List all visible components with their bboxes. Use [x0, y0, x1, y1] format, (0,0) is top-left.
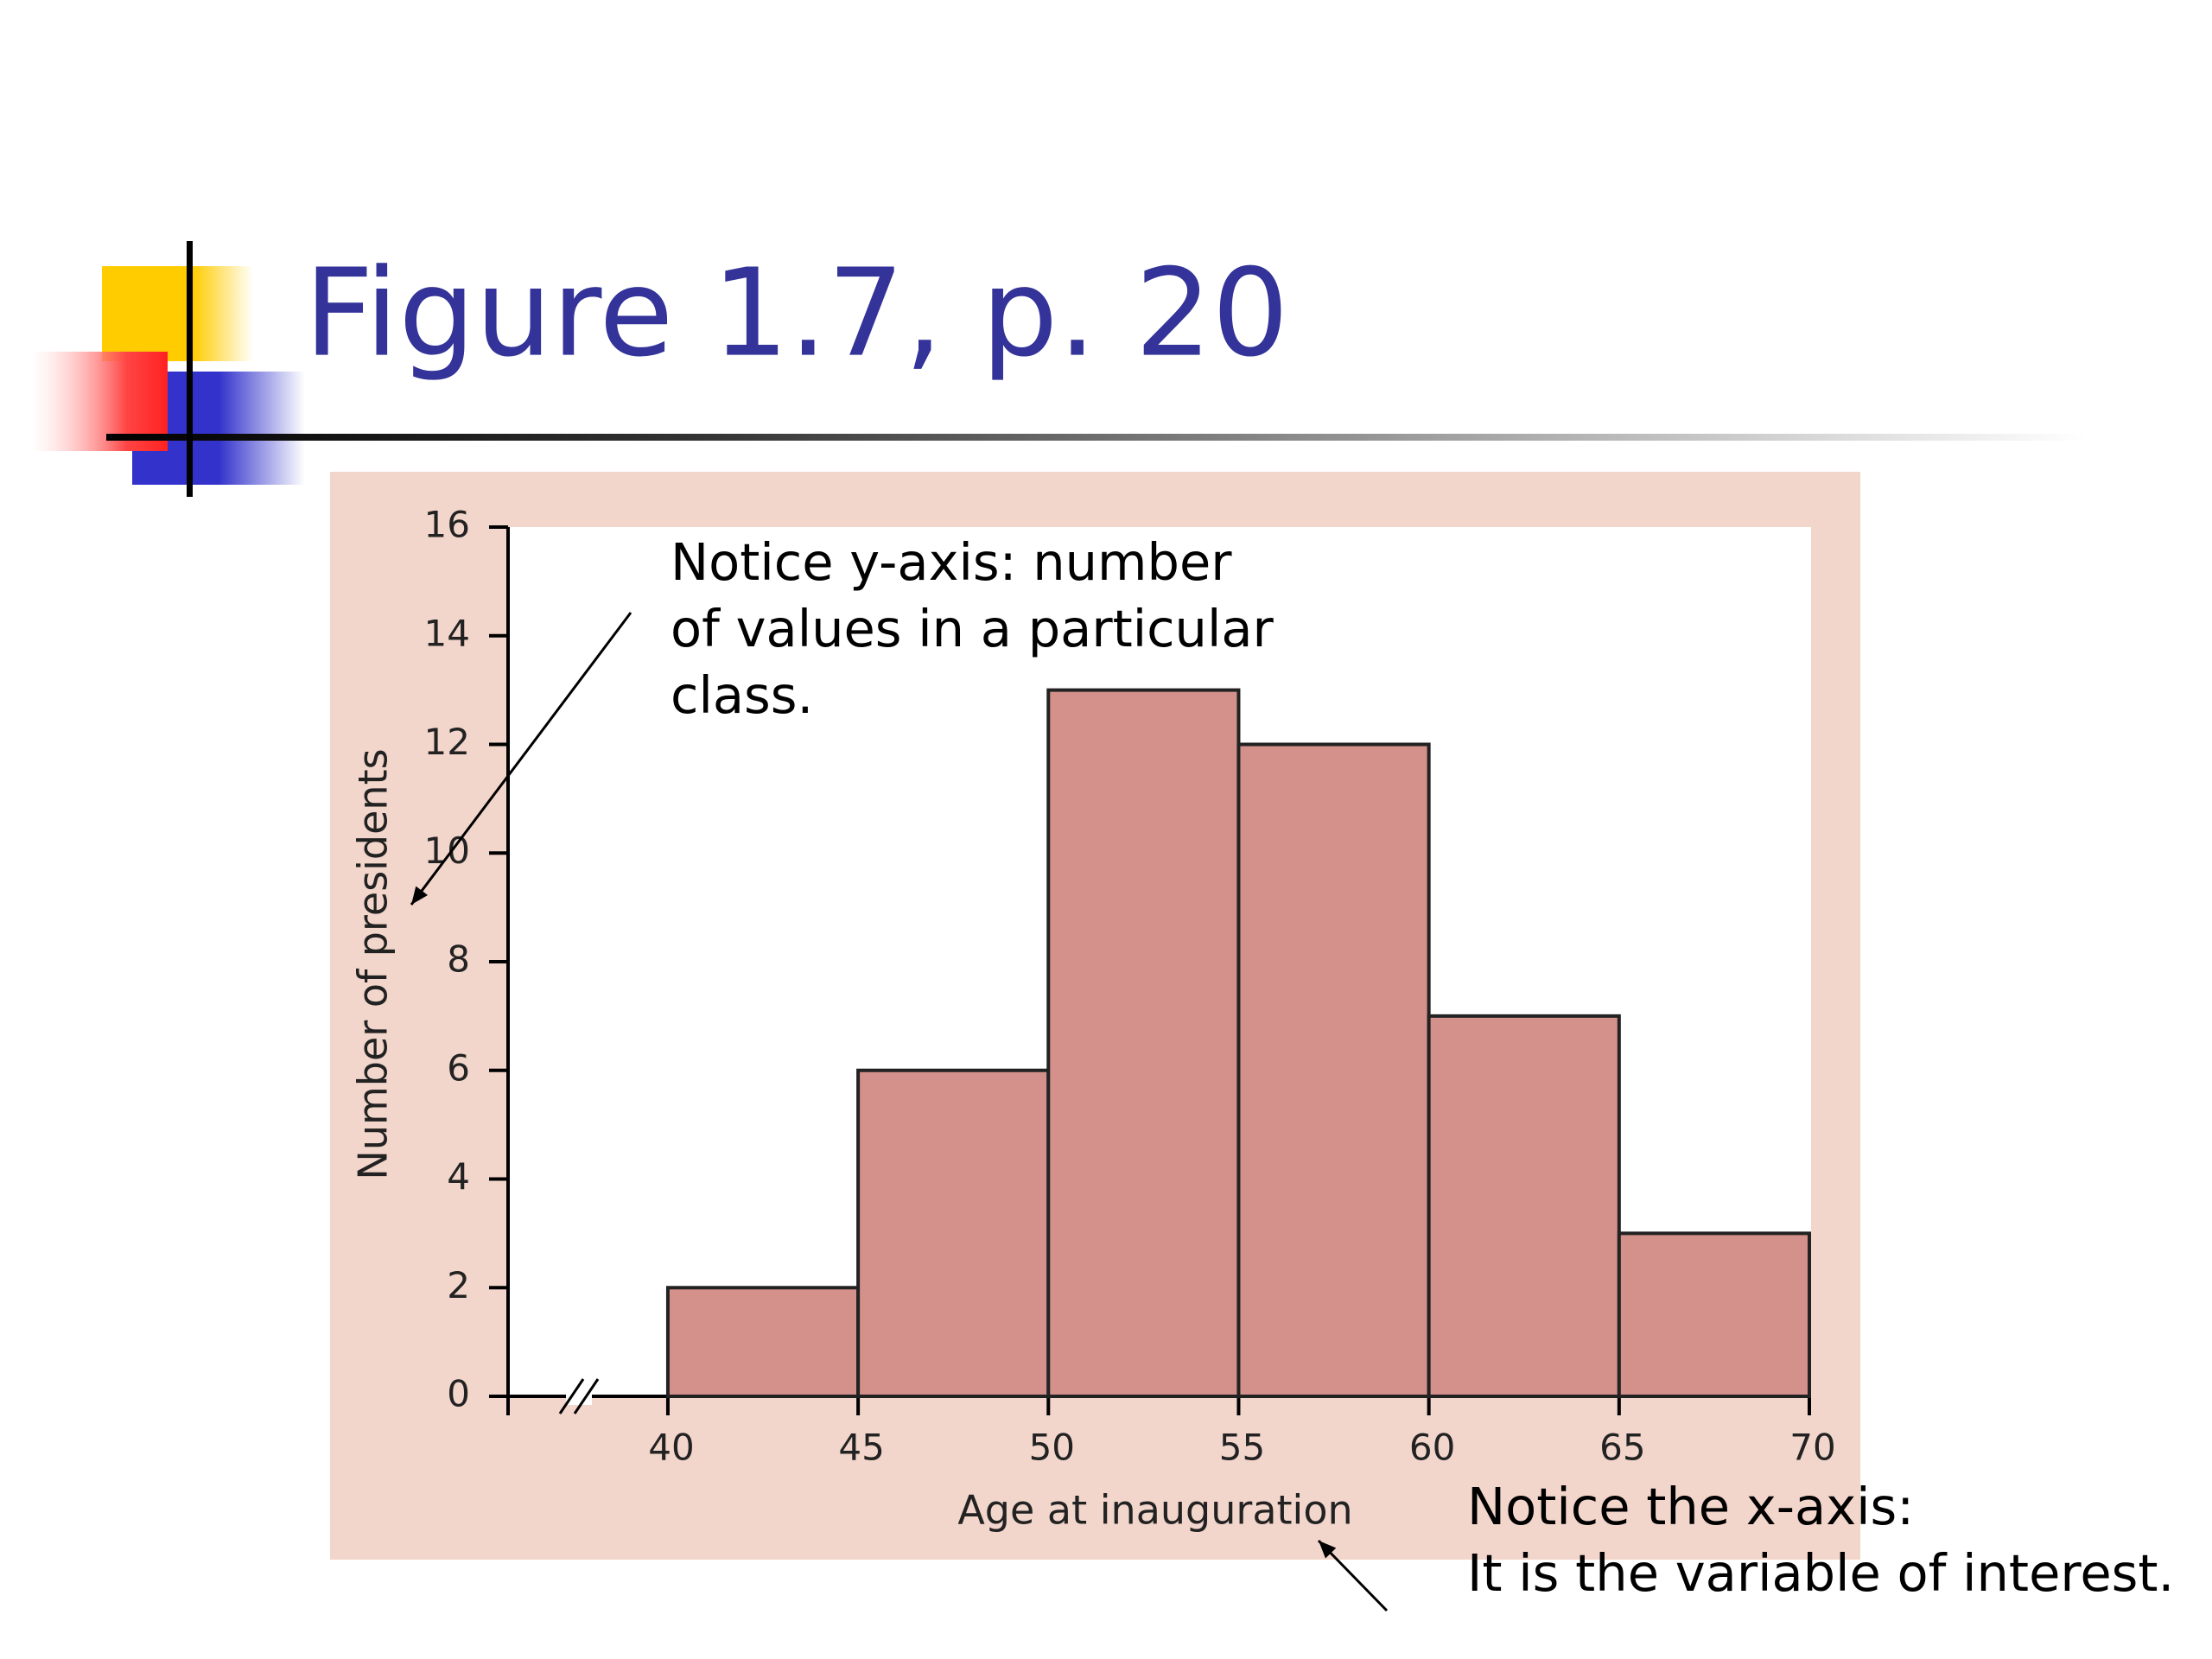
slide-title: Figure 1.7, p. 20: [304, 244, 1289, 385]
x-tick-label: 65: [1599, 1427, 1645, 1469]
y-tick-label: 8: [447, 938, 470, 981]
y-tick-label: 2: [447, 1264, 470, 1306]
y-tick-label: 4: [447, 1155, 470, 1198]
annotation: Notice the x-axis:: [1467, 1477, 1914, 1536]
bar: [1617, 1231, 1812, 1398]
bar: [856, 1068, 1051, 1398]
arrow-head: [1319, 1541, 1337, 1559]
arrow-head: [411, 886, 429, 905]
x-tick-label: 55: [1219, 1427, 1265, 1469]
y-tick-label: 0: [447, 1373, 470, 1415]
y-tick-label: 14: [424, 612, 470, 654]
y-tick-label: 16: [424, 504, 470, 546]
x-axis-label: Age at inauguration: [957, 1487, 1352, 1534]
bar: [1236, 742, 1431, 1398]
axis-break-mark: [573, 1378, 600, 1414]
x-tick-label: 70: [1789, 1427, 1835, 1469]
axis-break: [566, 1388, 592, 1405]
y-axis-label: Number of presidents: [350, 748, 397, 1179]
arrow: [410, 612, 632, 906]
bar: [1427, 1014, 1621, 1398]
y-tick-label: 12: [424, 721, 470, 763]
annotation: of values in a particular: [671, 599, 1274, 658]
x-tick-label: 50: [1029, 1427, 1075, 1469]
x-tick-label: 40: [648, 1427, 694, 1469]
annotation: Notice y-axis: number: [671, 532, 1232, 592]
bar: [1046, 688, 1241, 1398]
y-tick-label: 6: [447, 1046, 470, 1089]
x-tick-label: 45: [838, 1427, 884, 1469]
bar: [665, 1286, 861, 1398]
title-decoration: [31, 241, 2085, 497]
annotation: class.: [671, 665, 813, 725]
annotation: It is the variable of interest.: [1467, 1543, 2174, 1603]
x-tick-label: 60: [1409, 1427, 1455, 1469]
axis-break-mark: [558, 1378, 585, 1414]
